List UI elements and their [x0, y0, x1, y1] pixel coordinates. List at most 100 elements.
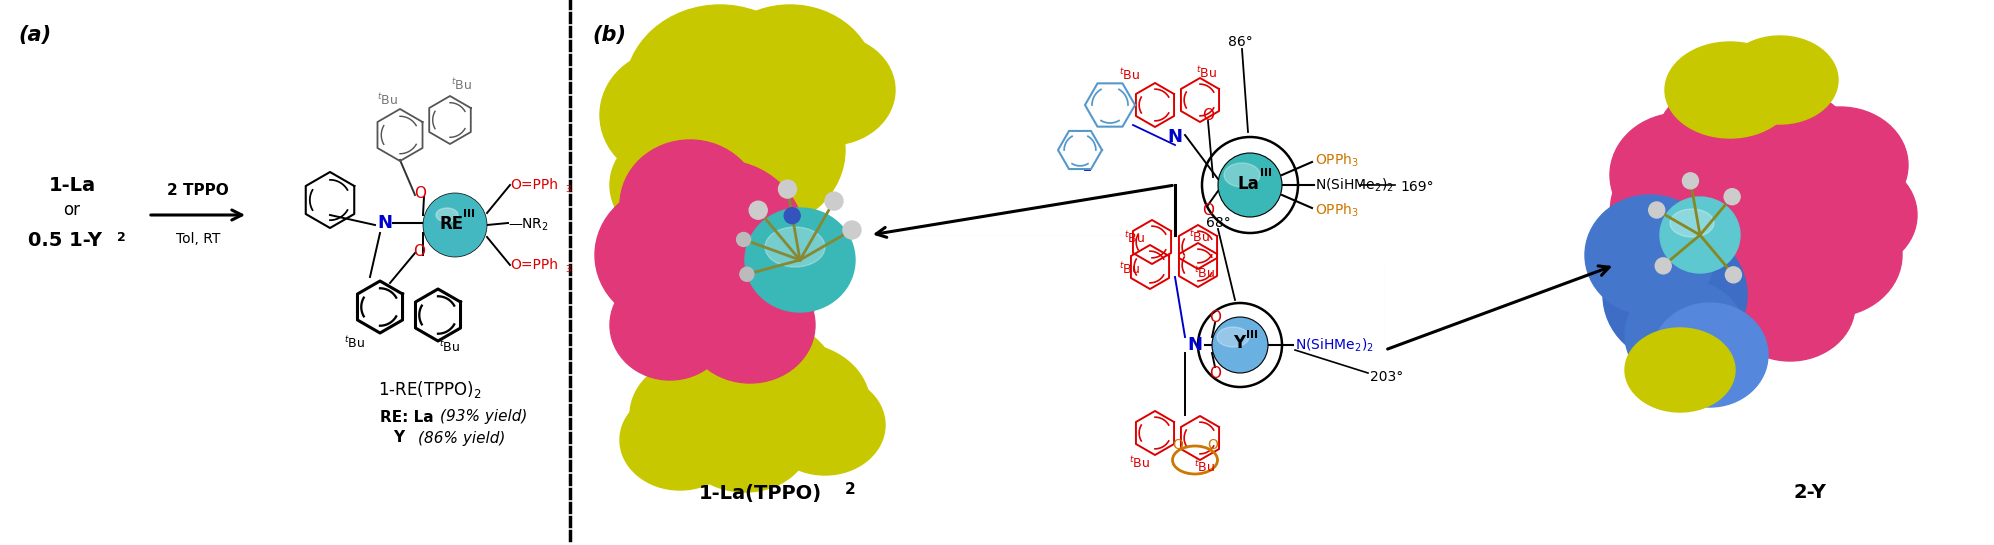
Ellipse shape: [666, 70, 845, 230]
Ellipse shape: [1703, 87, 1858, 223]
Ellipse shape: [766, 375, 885, 475]
Text: $^t$Bu: $^t$Bu: [1194, 265, 1216, 281]
Ellipse shape: [1216, 327, 1248, 347]
Text: 86°: 86°: [1228, 35, 1252, 49]
Ellipse shape: [1609, 115, 1830, 315]
Ellipse shape: [778, 180, 796, 198]
Text: OPPh$_3$: OPPh$_3$: [1314, 152, 1360, 169]
Ellipse shape: [843, 221, 861, 239]
Text: $_3$: $_3$: [564, 262, 572, 275]
Text: 1-RE(TPPO)$_2$: 1-RE(TPPO)$_2$: [379, 379, 483, 401]
Text: (b): (b): [592, 25, 626, 45]
Ellipse shape: [1725, 249, 1854, 361]
Ellipse shape: [594, 185, 746, 325]
Text: III: III: [1260, 168, 1272, 178]
Text: O=PPh: O=PPh: [510, 178, 558, 192]
Text: 169°: 169°: [1400, 180, 1434, 194]
Ellipse shape: [766, 227, 826, 267]
Ellipse shape: [1625, 280, 1745, 390]
Text: III: III: [463, 209, 475, 219]
Ellipse shape: [437, 208, 459, 222]
Ellipse shape: [1585, 195, 1715, 315]
Text: O: O: [1208, 310, 1220, 324]
Ellipse shape: [610, 130, 730, 240]
Circle shape: [1218, 153, 1282, 217]
Text: N: N: [1168, 128, 1182, 146]
Text: 1-La: 1-La: [48, 175, 96, 195]
Ellipse shape: [746, 208, 855, 312]
Text: OPPh$_3$: OPPh$_3$: [1314, 201, 1360, 219]
Text: 2: 2: [845, 482, 855, 497]
Ellipse shape: [1671, 209, 1715, 237]
Ellipse shape: [826, 192, 843, 210]
Text: 1-La(TPPO): 1-La(TPPO): [698, 483, 822, 502]
Ellipse shape: [1625, 207, 1755, 323]
Ellipse shape: [750, 201, 768, 219]
Text: $^t$Bu: $^t$Bu: [1119, 67, 1141, 83]
Text: N(SiHMe$_2$)$_2$: N(SiHMe$_2$)$_2$: [1314, 176, 1394, 193]
Ellipse shape: [630, 355, 780, 475]
Text: O: O: [1208, 438, 1218, 452]
Ellipse shape: [686, 267, 816, 383]
Ellipse shape: [706, 5, 875, 155]
Text: $^t$Bu: $^t$Bu: [1125, 230, 1147, 246]
Text: N: N: [1188, 336, 1202, 354]
Text: $^t$Bu: $^t$Bu: [1129, 455, 1151, 471]
Text: 68°: 68°: [1206, 216, 1230, 230]
Text: $^t$Bu: $^t$Bu: [345, 335, 365, 351]
Ellipse shape: [1649, 202, 1665, 218]
Text: N: N: [377, 214, 393, 232]
Ellipse shape: [1651, 303, 1769, 407]
Ellipse shape: [1691, 158, 1870, 322]
Ellipse shape: [1625, 328, 1735, 412]
Circle shape: [423, 193, 487, 257]
Text: 2: 2: [118, 231, 126, 244]
Ellipse shape: [1609, 113, 1751, 237]
Text: O: O: [1172, 438, 1182, 452]
Ellipse shape: [1759, 193, 1902, 317]
Ellipse shape: [1667, 235, 1803, 355]
Text: $^t$Bu: $^t$Bu: [1188, 229, 1210, 245]
Ellipse shape: [740, 267, 754, 281]
Text: 2 TPPO: 2 TPPO: [167, 183, 229, 198]
Ellipse shape: [1655, 80, 1805, 210]
Ellipse shape: [620, 140, 760, 270]
Text: N(SiHMe$_2$)$_2$: N(SiHMe$_2$)$_2$: [1294, 336, 1374, 354]
Ellipse shape: [666, 205, 826, 345]
Ellipse shape: [1659, 197, 1741, 273]
Text: Y: Y: [1232, 334, 1244, 352]
Text: $^t$Bu: $^t$Bu: [377, 92, 399, 108]
Text: III: III: [1246, 330, 1258, 340]
Text: $_3$: $_3$: [564, 181, 572, 195]
Ellipse shape: [784, 208, 800, 223]
Ellipse shape: [1655, 258, 1671, 274]
Text: O: O: [1202, 107, 1214, 123]
Text: La: La: [1236, 175, 1258, 193]
Text: O: O: [415, 185, 427, 201]
Ellipse shape: [1731, 123, 1890, 267]
Circle shape: [1212, 317, 1268, 373]
Ellipse shape: [624, 5, 816, 175]
Ellipse shape: [1725, 189, 1741, 205]
Text: $^t$Bu: $^t$Bu: [1194, 459, 1216, 475]
Text: $^t$Bu: $^t$Bu: [439, 339, 461, 355]
Ellipse shape: [1725, 267, 1741, 283]
Text: $^t$Bu: $^t$Bu: [451, 77, 473, 93]
Text: —NR$_2$: —NR$_2$: [508, 217, 548, 233]
Text: (a): (a): [18, 25, 52, 45]
Ellipse shape: [1723, 36, 1838, 124]
Text: RE: RE: [441, 215, 465, 233]
Text: RE: La: RE: La: [381, 409, 433, 425]
Ellipse shape: [1665, 42, 1795, 138]
Ellipse shape: [1683, 173, 1699, 189]
Ellipse shape: [630, 90, 780, 230]
Text: $^t$Bu: $^t$Bu: [1119, 261, 1141, 277]
Ellipse shape: [736, 233, 750, 246]
Text: 203°: 203°: [1370, 370, 1404, 384]
Ellipse shape: [1603, 227, 1747, 363]
Ellipse shape: [634, 160, 806, 320]
Text: 2-Y: 2-Y: [1793, 483, 1827, 502]
Text: 0.5 1-Y: 0.5 1-Y: [28, 231, 102, 250]
Ellipse shape: [660, 315, 839, 465]
Text: (86% yield): (86% yield): [419, 431, 504, 445]
